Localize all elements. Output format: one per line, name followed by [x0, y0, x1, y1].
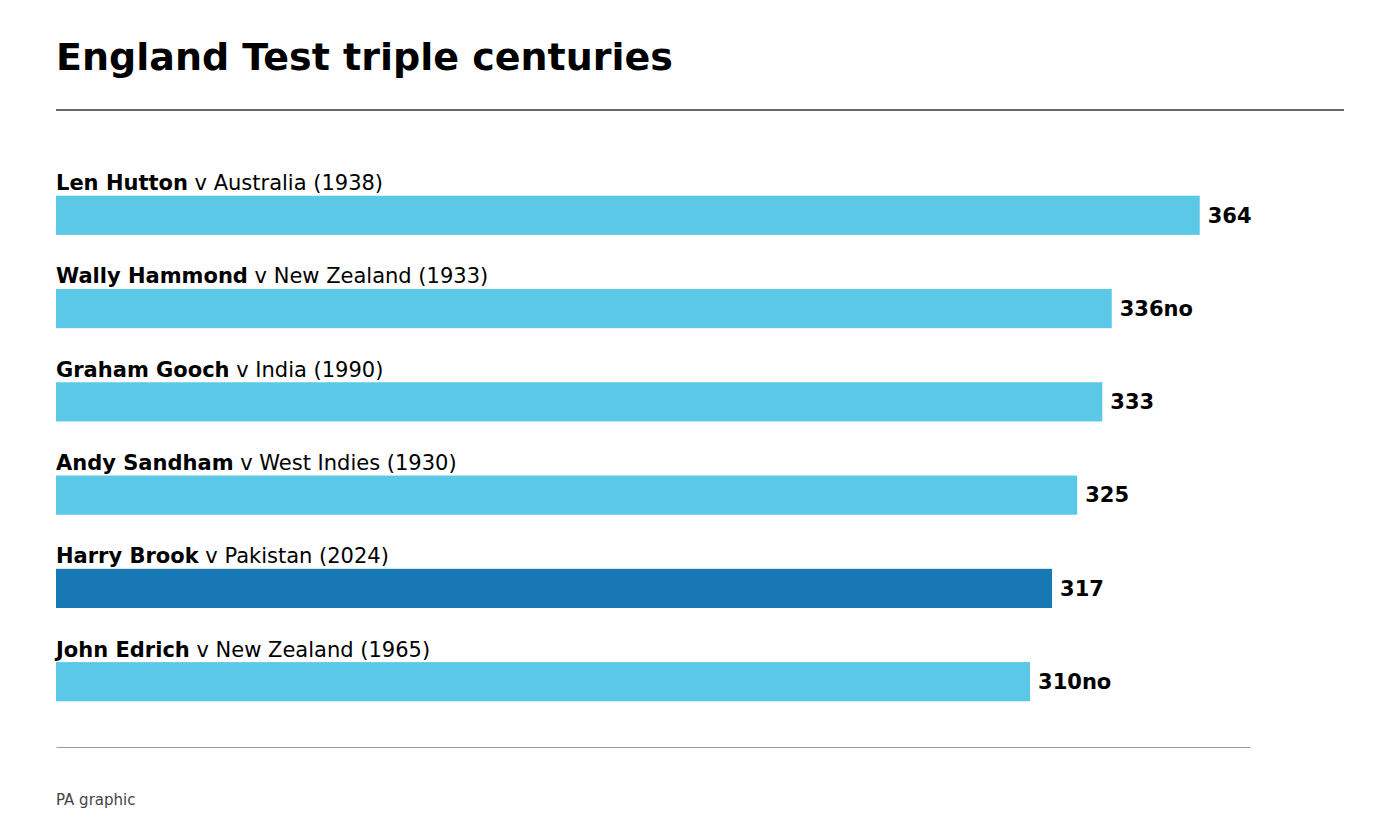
footer: PA graphic — [56, 791, 135, 809]
x-axis-domain — [57, 747, 1251, 748]
bar — [56, 289, 1112, 328]
category-label: Len Hutton v Australia (1938) — [56, 171, 383, 195]
data-label: 333 — [1110, 390, 1154, 414]
title: England Test triple centuries — [56, 35, 673, 79]
category-label: Wally Hammond v New Zealand (1933) — [56, 264, 488, 288]
bar — [56, 382, 1102, 421]
data-label: 317 — [1060, 577, 1104, 601]
data-label: 336no — [1120, 297, 1193, 321]
data-label: 310no — [1038, 670, 1111, 694]
bar — [56, 196, 1200, 235]
bar — [56, 476, 1077, 515]
x-axis — [57, 747, 1251, 748]
data-label: 325 — [1085, 483, 1129, 507]
chart: England Test triple centuries 364 336no 333… — [0, 0, 1400, 827]
labels: 364 336no 333 325 317 310no Len Hutton v Austr… — [54, 171, 1252, 694]
category-label: Andy Sandham v West Indies (1930) — [56, 451, 457, 475]
bars — [56, 196, 1200, 702]
bar — [56, 569, 1052, 608]
category-label: Harry Brook v Pakistan (2024) — [56, 544, 389, 568]
data-label: 364 — [1208, 204, 1252, 228]
category-label: John Edrich v New Zealand (1965) — [54, 638, 430, 662]
bar — [56, 662, 1030, 701]
category-label: Graham Gooch v India (1990) — [56, 358, 383, 382]
title-rule — [56, 109, 1344, 111]
